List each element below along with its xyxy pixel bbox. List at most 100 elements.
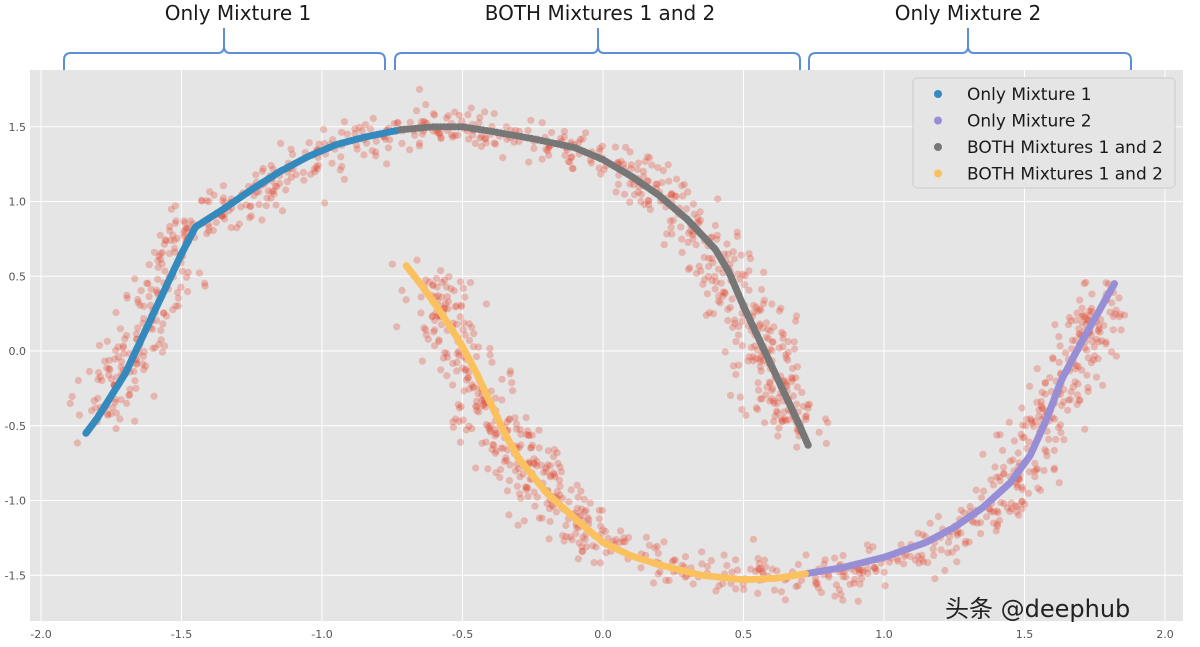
noisy-point-upper: [768, 338, 777, 346]
noisy-point-upper: [734, 270, 742, 278]
noisy-point-upper: [673, 175, 681, 183]
noisy-point-upper: [351, 129, 359, 137]
noisy-point-lower: [832, 581, 841, 589]
noisy-point-lower: [455, 404, 464, 412]
noisy-point-lower: [1027, 416, 1035, 425]
noisy-point-upper: [731, 319, 739, 327]
noisy-point-upper: [738, 317, 746, 325]
noisy-point-upper: [782, 351, 790, 359]
noisy-point-lower: [1057, 429, 1065, 437]
noisy-point-lower: [418, 357, 426, 365]
noisy-point-upper: [697, 267, 705, 275]
noisy-point-upper: [757, 367, 765, 375]
noisy-point-lower: [802, 551, 810, 559]
noisy-point-upper: [714, 195, 722, 203]
noisy-point-lower: [1084, 387, 1092, 395]
noisy-point-lower: [553, 488, 561, 496]
noisy-point-lower: [574, 493, 582, 501]
noisy-point-upper: [398, 139, 406, 147]
noisy-point-lower: [465, 336, 473, 344]
noisy-point-upper: [768, 300, 776, 308]
noisy-point-upper: [372, 137, 380, 145]
noisy-point-upper: [126, 391, 134, 399]
noisy-point-upper: [481, 135, 489, 143]
noisy-point-lower: [957, 529, 965, 537]
noisy-point-upper: [755, 386, 763, 394]
noisy-point-lower: [553, 449, 561, 457]
brace-right: [808, 28, 1132, 70]
noisy-point-upper: [328, 159, 336, 167]
noisy-point-lower: [488, 358, 496, 366]
noisy-point-lower: [870, 563, 879, 572]
noisy-point-lower: [498, 375, 506, 383]
noisy-point-upper: [157, 326, 165, 334]
noisy-point-lower: [589, 542, 597, 550]
noisy-point-lower: [513, 482, 521, 490]
noisy-point-lower: [1056, 421, 1065, 429]
noisy-point-upper: [181, 219, 189, 227]
noisy-point-upper: [692, 241, 700, 249]
noisy-point-upper: [160, 240, 168, 248]
noisy-point-upper: [760, 268, 768, 276]
noisy-point-upper: [160, 309, 168, 317]
noisy-point-upper: [729, 248, 738, 256]
noisy-point-upper: [263, 194, 271, 202]
x-tick-label: -1.0: [311, 628, 332, 641]
noisy-point-upper: [756, 322, 764, 330]
noisy-point-lower: [1025, 438, 1033, 446]
noisy-point-lower: [597, 522, 605, 530]
noisy-point-lower: [557, 468, 566, 476]
noisy-point-lower: [552, 508, 561, 516]
noisy-point-lower: [817, 588, 826, 597]
noisy-point-upper: [784, 356, 792, 364]
legend-marker: [934, 116, 942, 125]
noisy-point-lower: [850, 579, 858, 587]
noisy-point-lower: [457, 301, 465, 309]
noisy-point-upper: [219, 194, 228, 202]
noisy-point-upper: [645, 200, 653, 208]
noisy-point-lower: [1024, 489, 1033, 497]
noisy-point-lower: [893, 555, 902, 563]
noisy-point-lower: [654, 570, 662, 578]
noisy-point-lower: [698, 560, 706, 568]
noisy-point-lower: [1078, 366, 1086, 374]
noisy-point-upper: [145, 261, 153, 269]
noisy-point-upper: [566, 158, 574, 166]
noisy-point-upper: [92, 404, 100, 412]
noisy-point-lower: [456, 278, 464, 286]
noisy-point-lower: [468, 323, 476, 331]
noisy-point-lower: [881, 582, 889, 590]
noisy-point-lower: [551, 473, 559, 481]
noisy-point-lower: [447, 285, 455, 293]
noisy-point-lower: [472, 402, 480, 410]
noisy-point-lower: [489, 441, 497, 449]
noisy-point-lower: [1067, 388, 1075, 396]
noisy-point-upper: [103, 364, 111, 372]
noisy-point-lower: [432, 274, 440, 283]
noisy-point-lower: [1081, 425, 1089, 433]
noisy-point-upper: [685, 229, 693, 237]
noisy-point-lower: [413, 256, 421, 264]
noisy-point-lower: [1088, 290, 1096, 298]
noisy-point-upper: [778, 417, 786, 425]
noisy-point-lower: [417, 309, 425, 317]
noisy-point-upper: [205, 223, 213, 231]
noisy-point-lower: [1073, 309, 1081, 317]
noisy-point-upper: [264, 187, 272, 195]
noisy-point-lower: [521, 483, 530, 491]
noisy-point-upper: [220, 215, 229, 223]
noisy-point-upper: [481, 134, 489, 142]
x-tick-label: 0.5: [735, 628, 753, 641]
noisy-point-lower: [1075, 397, 1083, 405]
noisy-point-lower: [469, 384, 477, 392]
noisy-point-upper: [770, 417, 778, 425]
noisy-point-upper: [793, 363, 802, 371]
noisy-point-upper: [764, 325, 772, 334]
noisy-point-lower: [1069, 383, 1077, 391]
noisy-point-upper: [600, 166, 608, 174]
noisy-point-upper: [758, 285, 766, 294]
noisy-point-lower: [837, 591, 845, 599]
noisy-point-upper: [134, 324, 142, 332]
noisy-point-upper: [292, 171, 300, 179]
noisy-point-lower: [1046, 374, 1054, 382]
